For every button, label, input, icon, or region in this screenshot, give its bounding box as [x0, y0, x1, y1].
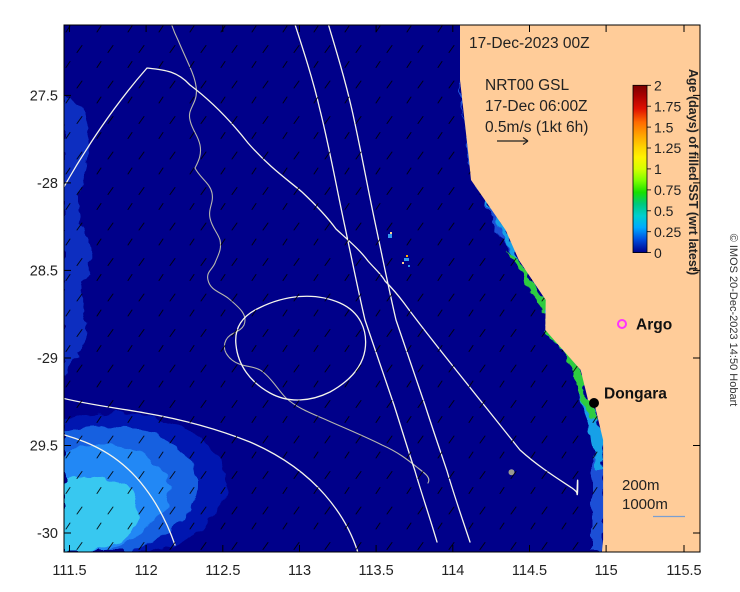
svg-text:112.5: 112.5 — [205, 563, 240, 579]
svg-text:113.5: 113.5 — [358, 563, 393, 579]
svg-text:2: 2 — [654, 78, 662, 94]
svg-text:1: 1 — [654, 161, 662, 177]
svg-text:28.5: 28.5 — [30, 263, 58, 279]
svg-text:29.5: 29.5 — [30, 439, 58, 455]
svg-text:0.75: 0.75 — [654, 182, 681, 198]
svg-text:1.25: 1.25 — [654, 140, 681, 156]
svg-text:0: 0 — [654, 245, 662, 261]
svg-text:-28: -28 — [37, 176, 58, 192]
svg-text:1.75: 1.75 — [654, 98, 681, 114]
svg-text:111.5: 111.5 — [52, 563, 86, 579]
svg-text:-29: -29 — [37, 351, 58, 367]
svg-text:17-Dec-2023 00Z: 17-Dec-2023 00Z — [469, 35, 590, 52]
svg-text:1000m: 1000m — [622, 496, 668, 513]
svg-text:-30: -30 — [37, 526, 58, 542]
svg-text:1.5: 1.5 — [654, 119, 674, 135]
svg-text:113: 113 — [288, 563, 311, 579]
svg-text:115: 115 — [595, 563, 618, 579]
svg-text:112: 112 — [135, 563, 158, 579]
svg-text:200m: 200m — [622, 477, 660, 494]
svg-text:17-Dec 06:00Z: 17-Dec 06:00Z — [485, 98, 588, 115]
svg-text:114: 114 — [441, 563, 464, 579]
svg-text:0.5: 0.5 — [654, 203, 674, 219]
svg-text:114.5: 114.5 — [512, 563, 547, 579]
svg-text:Dongara: Dongara — [604, 386, 667, 403]
svg-text:0.25: 0.25 — [654, 224, 681, 240]
svg-text:0.5m/s (1kt 6h): 0.5m/s (1kt 6h) — [485, 119, 588, 136]
svg-text:Argo: Argo — [636, 317, 672, 334]
svg-text:27.5: 27.5 — [30, 88, 58, 104]
svg-text:Age (days) of filled SST (wrt: Age (days) of filled SST (wrt latest) — [686, 69, 700, 275]
svg-text:NRT00 GSL: NRT00 GSL — [485, 77, 570, 94]
svg-text:115.5: 115.5 — [666, 563, 701, 579]
svg-text:© IMOS 20-Dec-2023 14:50 Hobar: © IMOS 20-Dec-2023 14:50 Hobart — [727, 234, 739, 407]
